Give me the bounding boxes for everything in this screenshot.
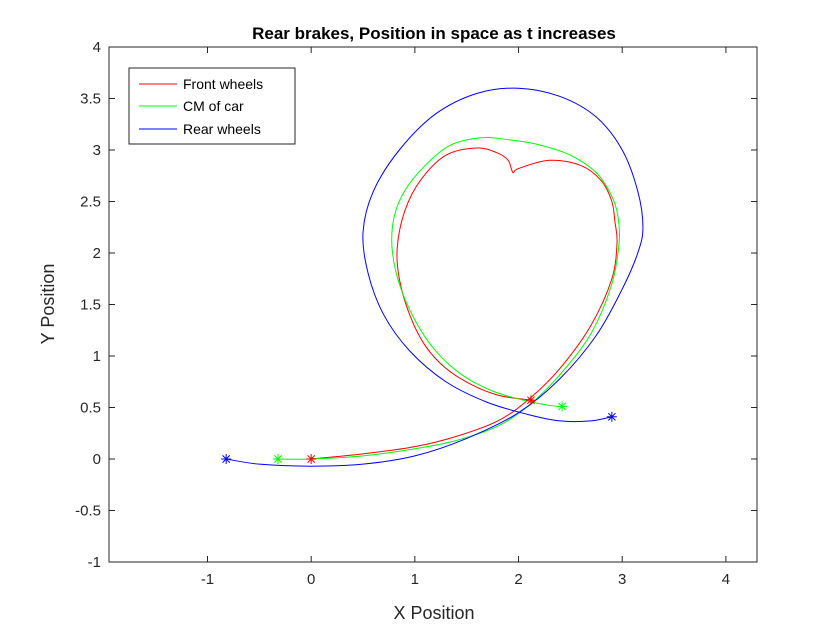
legend-label-cm-of-car: CM of car: [183, 98, 244, 114]
x-tick-label: -1: [201, 571, 214, 588]
y-tick-label: 0: [93, 451, 101, 468]
legend: Front wheels CM of car Rear wheels: [128, 67, 296, 145]
y-tick-label: 0.5: [80, 400, 101, 417]
y-axis-label: Y Position: [38, 264, 58, 345]
legend-label-rear-wheels: Rear wheels: [183, 121, 261, 137]
marker-front-wheels-2: [306, 454, 317, 464]
series-layer: [226, 87, 644, 467]
series-line-front-wheels: [311, 147, 618, 460]
marker-cm-of-car-4: [557, 401, 568, 412]
y-tick-label: 4: [93, 39, 101, 56]
x-axis-ticks: -1 0 1 2 3 4: [201, 47, 730, 588]
x-axis-label: X Position: [393, 603, 474, 623]
x-tick-label: 3: [618, 571, 626, 588]
y-tick-label: 1.5: [80, 297, 101, 314]
series-line-cm-of-car: [277, 136, 621, 460]
marker-layer: [221, 395, 617, 464]
x-tick-label: 2: [514, 571, 522, 588]
x-tick-label: 4: [722, 571, 730, 588]
x-tick-label: 0: [307, 571, 315, 588]
marker-rear-wheels-0: [221, 454, 232, 464]
y-tick-label: 3: [93, 142, 101, 159]
y-tick-label: 2: [93, 245, 101, 262]
chart-title: Rear brakes, Position in space as t incr…: [252, 24, 616, 43]
series-line-rear-wheels: [226, 87, 644, 467]
marker-cm-of-car-1: [272, 454, 283, 464]
x-tick-label: 1: [411, 571, 419, 588]
y-tick-label: 2.5: [80, 194, 101, 211]
y-tick-label: -0.5: [75, 503, 101, 520]
y-axis-ticks: -1 -0.5 0 0.5 1 1.5 2 2.5 3 3.5 4: [75, 39, 757, 571]
legend-label-front-wheels: Front wheels: [183, 76, 263, 92]
y-tick-label: 1: [93, 348, 101, 365]
marker-front-wheels-3: [525, 395, 536, 406]
y-tick-label: -1: [88, 554, 101, 571]
y-tick-label: 3.5: [80, 91, 101, 108]
marker-rear-wheels-5: [606, 411, 617, 422]
